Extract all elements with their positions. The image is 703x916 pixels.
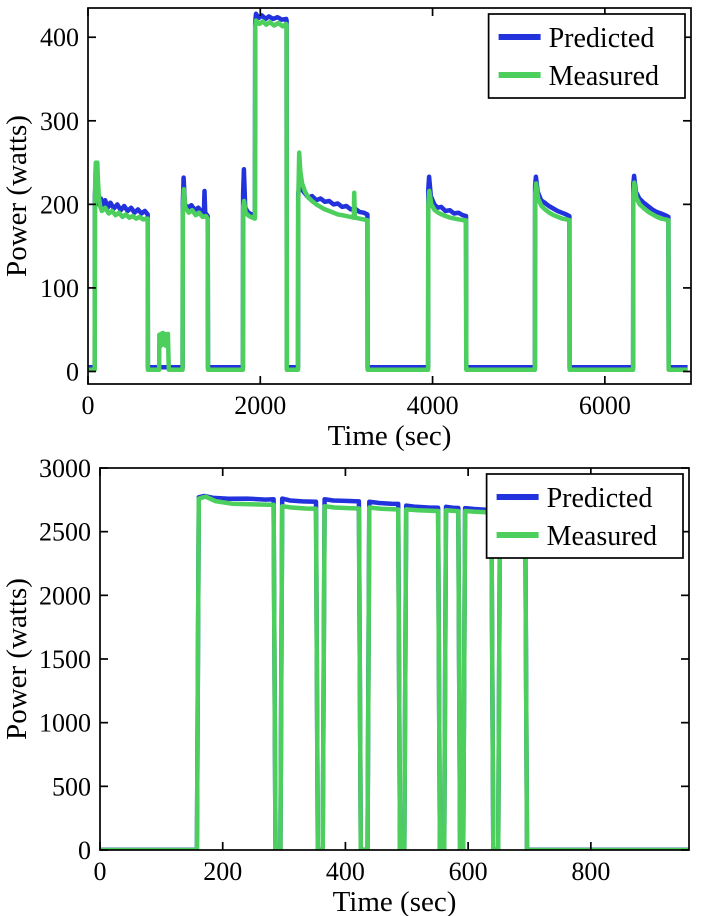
y-tick-label: 2000 [39, 581, 91, 610]
y-tick-label: 200 [40, 190, 79, 219]
x-tick-label: 0 [82, 391, 95, 420]
legend-label-measured: Measured [547, 521, 657, 552]
y-tick-label: 0 [78, 836, 91, 865]
x-axis-label: Time (sec) [333, 886, 457, 916]
x-tick-label: 0 [94, 857, 107, 886]
legend-label-predicted: Predicted [547, 483, 653, 514]
y-tick-label: 400 [40, 23, 79, 52]
legend: Predicted Measured [485, 473, 684, 559]
x-tick-label: 200 [203, 857, 242, 886]
legend-box [485, 473, 684, 559]
y-tick-label: 1500 [39, 645, 91, 674]
legend-box [487, 13, 686, 99]
series-measured-line [88, 18, 688, 373]
y-tick-label: 500 [52, 772, 91, 801]
x-tick-label: 6000 [579, 391, 631, 420]
series-measured-line [100, 494, 689, 850]
y-tick-label: 3000 [39, 454, 91, 483]
y-tick-label: 0 [66, 357, 79, 386]
top-power-figure: 0 2000 4000 6000 0 100 200 300 400 Time (sec) Powe… [0, 0, 703, 452]
x-tick-label: 4000 [407, 391, 459, 420]
legend-label-predicted: Predicted [549, 23, 655, 54]
top-chart-canvas: 0 2000 4000 6000 0 100 200 300 400 Time (sec) Powe… [1, 7, 692, 452]
legend: Predicted Measured [487, 13, 686, 99]
x-tick-label: 2000 [234, 391, 286, 420]
y-tick-label: 300 [40, 107, 79, 136]
y-axis-label: Power (watts) [1, 115, 33, 277]
x-tick-label: 400 [326, 857, 365, 886]
y-tick-label: 1000 [39, 709, 91, 738]
y-tick-label: 100 [40, 274, 79, 303]
x-tick-label: 600 [449, 857, 488, 886]
x-axis-label: Time (sec) [328, 420, 452, 452]
x-tick-label: 800 [571, 857, 610, 886]
plot-border [87, 7, 692, 385]
y-axis-label: Power (watts) [1, 578, 33, 740]
legend-label-measured: Measured [549, 61, 659, 92]
y-tick-label: 2500 [39, 518, 91, 547]
bottom-power-figure: 0 200 400 600 800 0 500 1000 1500 2000 2500 3000 Tim… [0, 452, 703, 916]
bottom-chart-canvas: 0 200 400 600 800 0 500 1000 1500 2000 2500 3000 Tim… [1, 454, 690, 916]
